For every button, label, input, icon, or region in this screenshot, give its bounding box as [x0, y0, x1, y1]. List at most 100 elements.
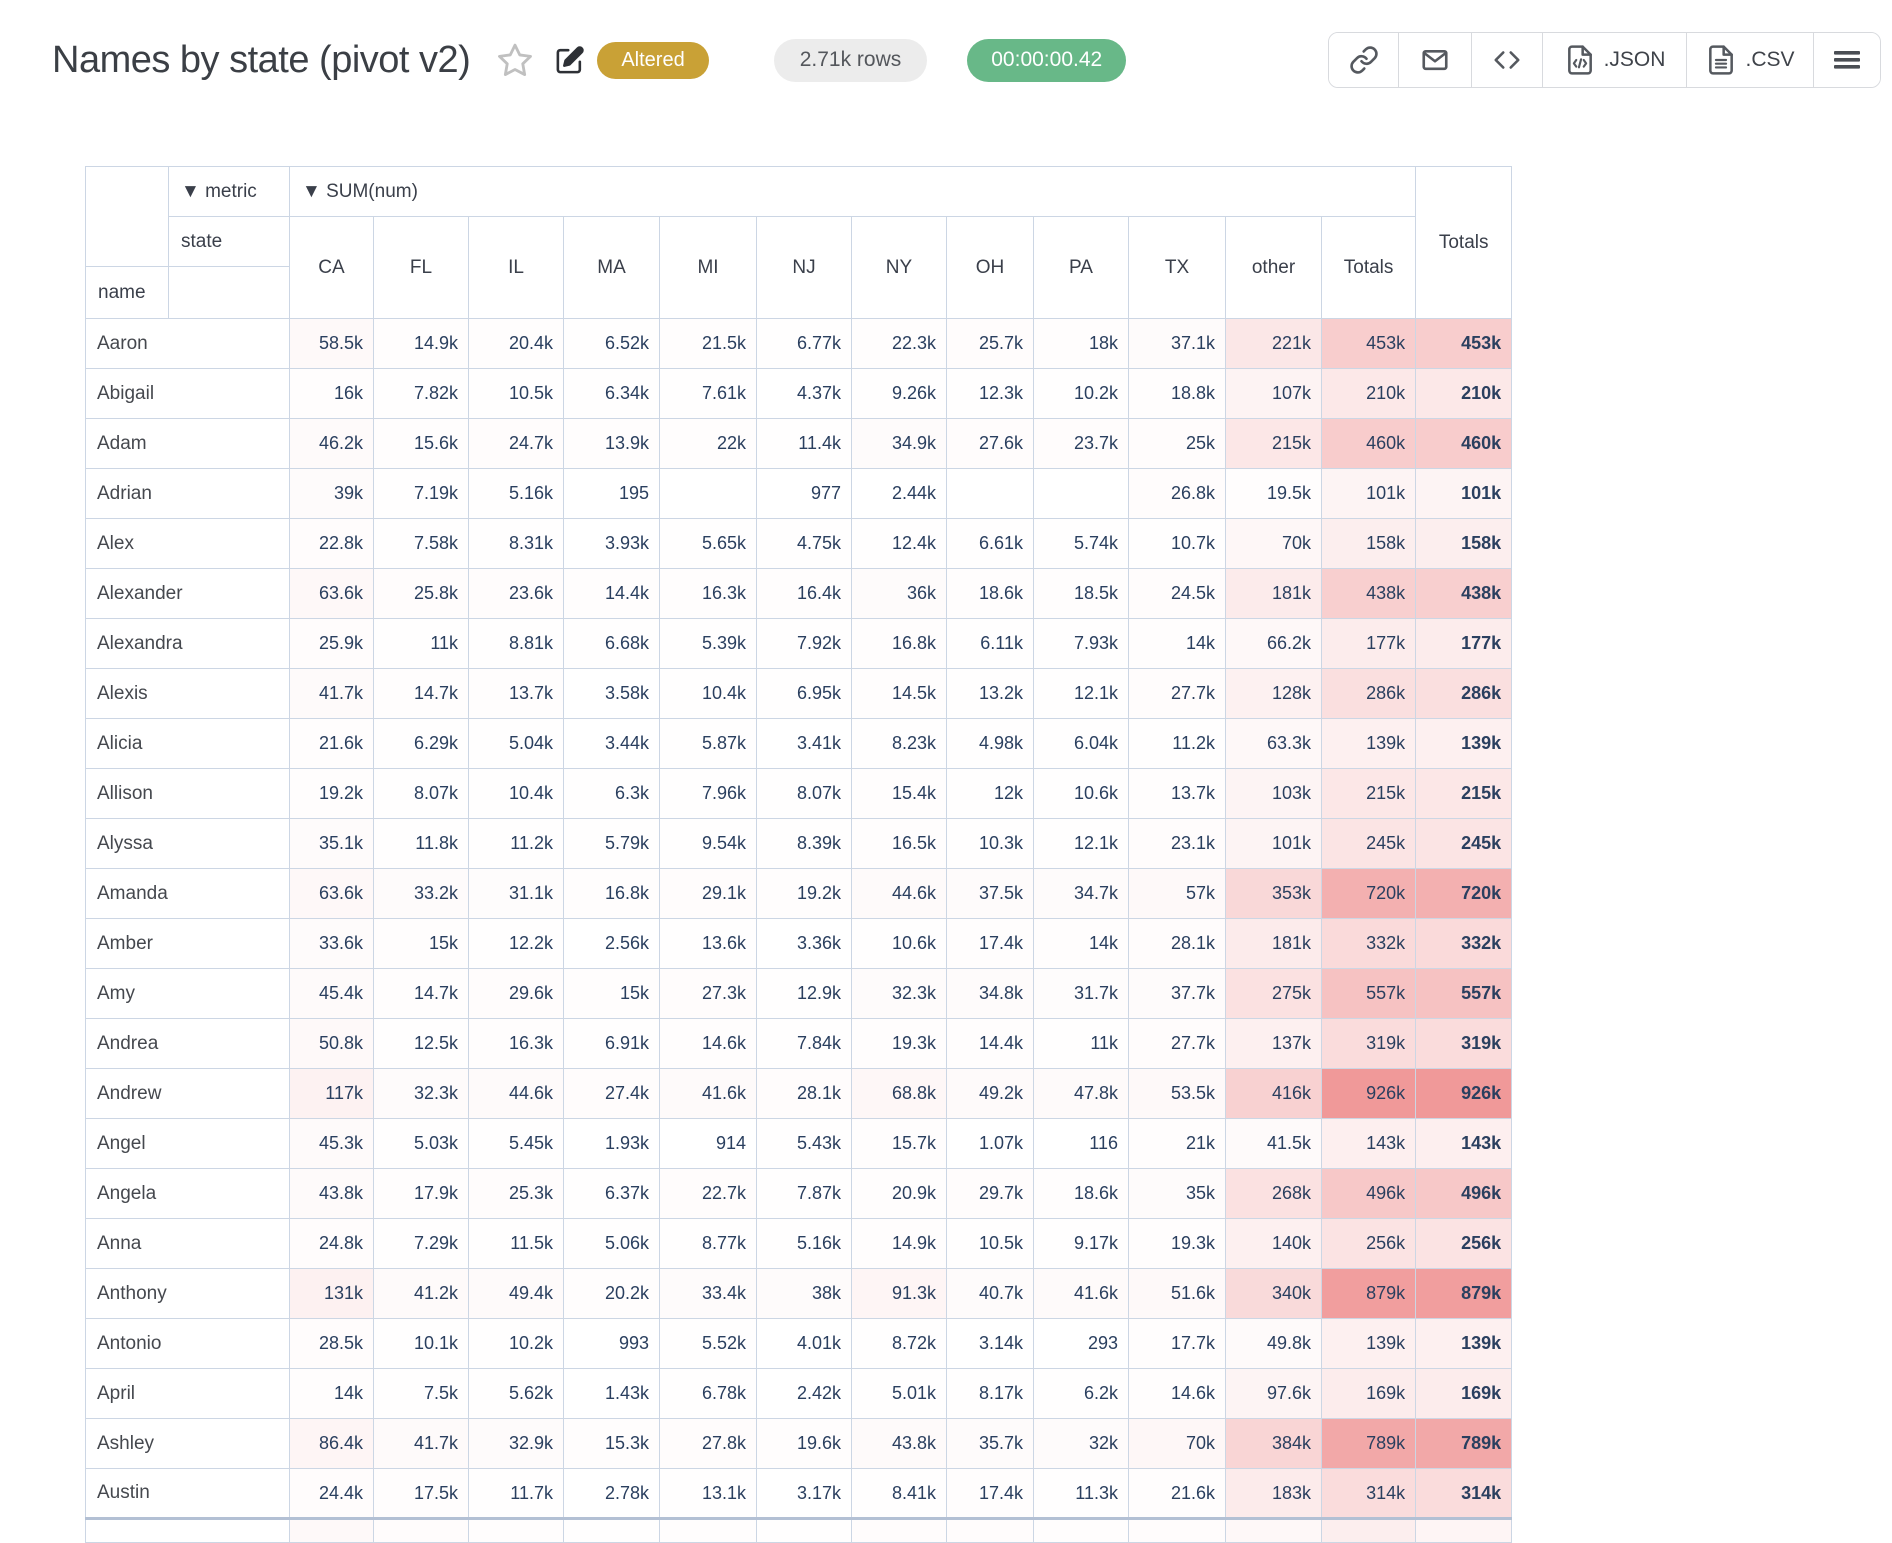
- pivot-cell: 51.6k: [1128, 1268, 1226, 1319]
- pivot-cell: 6.77k: [756, 318, 852, 369]
- pivot-cell: [468, 1518, 564, 1543]
- pivot-cell: 993: [563, 1318, 660, 1369]
- page-title: Names by state (pivot v2): [52, 38, 471, 81]
- pivot-cell: 45.3k: [289, 1118, 374, 1169]
- more-options-button[interactable]: [1814, 33, 1880, 87]
- pivot-cell: 1.43k: [563, 1368, 660, 1419]
- pivot-cell: 460k: [1320, 418, 1417, 469]
- pivot-cell: 3.93k: [563, 518, 660, 569]
- edit-icon[interactable]: [554, 45, 585, 76]
- pivot-cell: 11.2k: [468, 818, 564, 869]
- pivot-cell: 12.2k: [468, 918, 564, 969]
- pivot-table: ▼ metric ▼ SUM(num) Totals state CA FL IL M…: [85, 166, 1513, 1543]
- pivot-cell: [946, 1518, 1034, 1543]
- table-row: Amanda 63.6k 33.2k 31.1k 16.8k 29.1k 19.2k 44.6…: [85, 868, 1513, 919]
- pivot-cell: 13.7k: [468, 668, 564, 719]
- pivot-cell: 5.03k: [373, 1118, 469, 1169]
- pivot-cell: 24.8k: [289, 1218, 374, 1269]
- pivot-cell: [1033, 468, 1129, 519]
- pivot-cell: 14k: [289, 1368, 374, 1419]
- star-icon[interactable]: [496, 41, 534, 79]
- row-label: [85, 1518, 290, 1543]
- pivot-cell: 41.7k: [289, 668, 374, 719]
- row-label: Antonio: [85, 1318, 290, 1369]
- topbar: Names by state (pivot v2) Altered 2.71k …: [0, 0, 1892, 120]
- pivot-cell: 36k: [851, 568, 947, 619]
- pivot-cell: 14.6k: [1128, 1368, 1226, 1419]
- row-total-cell: 210k: [1415, 368, 1513, 419]
- blank-corner-cell: [85, 166, 169, 267]
- pivot-cell: 29.7k: [946, 1168, 1034, 1219]
- export-json-button[interactable]: .JSON: [1543, 33, 1687, 87]
- row-total-cell: 332k: [1415, 918, 1513, 969]
- pivot-cell: 9.26k: [851, 368, 947, 419]
- pivot-cell: 879k: [1320, 1268, 1417, 1319]
- email-button[interactable]: [1399, 33, 1472, 87]
- pivot-cell: 6.29k: [373, 718, 469, 769]
- pivot-cell: 24.5k: [1128, 568, 1226, 619]
- pivot-cell: 14.7k: [373, 668, 469, 719]
- pivot-cell: 63.6k: [289, 568, 374, 619]
- table-row: Angel 45.3k 5.03k 5.45k 1.93k 914 5.43k 15.7k 1.…: [85, 1118, 1513, 1169]
- header-row-state: state CA FL IL MA MI NJ NY OH PA TX other Totals: [86, 216, 1512, 319]
- totals-outer-header: Totals: [1415, 166, 1513, 319]
- pivot-cell: 15.4k: [851, 768, 947, 819]
- table-row: Ashley 86.4k 41.7k 32.9k 15.3k 27.8k 19.6k 43.8…: [85, 1418, 1513, 1469]
- pivot-cell: 12k: [946, 768, 1034, 819]
- row-total-cell: 879k: [1415, 1268, 1513, 1319]
- state-axis-label: state: [168, 216, 290, 267]
- pivot-cell: 41.5k: [1225, 1118, 1322, 1169]
- pivot-cell: 17.7k: [1128, 1318, 1226, 1369]
- table-row: Allison 19.2k 8.07k 10.4k 6.3k 7.96k 8.07k 15.4…: [85, 768, 1513, 819]
- col-header-ca: CA: [289, 216, 374, 319]
- pivot-cell: 17.4k: [946, 1468, 1034, 1520]
- blank-under-state-cell: [168, 266, 290, 319]
- table-row: Anthony 131k 41.2k 49.4k 20.2k 33.4k 38k 91.3k 4…: [85, 1268, 1513, 1319]
- pivot-cell: 789k: [1320, 1418, 1417, 1469]
- pivot-cell: 22.7k: [659, 1168, 757, 1219]
- pivot-cell: 384k: [1225, 1418, 1322, 1469]
- pivot-cell: 131k: [289, 1268, 374, 1319]
- pivot-cell: 6.61k: [946, 518, 1034, 569]
- pivot-cell: 2.78k: [563, 1468, 660, 1520]
- row-total-cell: 926k: [1415, 1068, 1513, 1119]
- pivot-cell: 10.5k: [468, 368, 564, 419]
- share-link-button[interactable]: [1329, 33, 1399, 87]
- pivot-cell: 49.2k: [946, 1068, 1034, 1119]
- table-row: Aaron 58.5k 14.9k 20.4k 6.52k 21.5k 6.77k 22.3k…: [85, 318, 1513, 369]
- export-csv-button[interactable]: .CSV: [1687, 33, 1814, 87]
- pivot-cell: 18.5k: [1033, 568, 1129, 619]
- pivot-cell: 1.07k: [946, 1118, 1034, 1169]
- pivot-cell: 68.8k: [851, 1068, 947, 1119]
- embed-code-button[interactable]: [1472, 33, 1543, 87]
- code-icon: [1492, 45, 1522, 75]
- row-label: Angel: [85, 1118, 290, 1169]
- pivot-cell: 25.8k: [373, 568, 469, 619]
- pivot-cell: 35.7k: [946, 1418, 1034, 1469]
- sum-aggregator-dropdown[interactable]: ▼ SUM(num): [288, 166, 1417, 217]
- pivot-cell: 49.8k: [1225, 1318, 1322, 1369]
- pivot-cell: 6.95k: [756, 668, 852, 719]
- pivot-cell: 10.1k: [373, 1318, 469, 1369]
- table-row: Amber 33.6k 15k 12.2k 2.56k 13.6k 3.36k 10.6k 17…: [85, 918, 1513, 969]
- pivot-cell: 12.4k: [851, 518, 947, 569]
- pivot-cell: 12.5k: [373, 1018, 469, 1069]
- pivot-cell: 40.7k: [946, 1268, 1034, 1319]
- pivot-cell: 53.5k: [1128, 1068, 1226, 1119]
- pivot-cell: 7.82k: [373, 368, 469, 419]
- row-label: April: [85, 1368, 290, 1419]
- pivot-cell: 9.54k: [659, 818, 757, 869]
- pivot-cell: 20.2k: [563, 1268, 660, 1319]
- pivot-cell: 13.1k: [659, 1468, 757, 1520]
- row-total-cell: 319k: [1415, 1018, 1513, 1069]
- pivot-cell: 293: [1033, 1318, 1129, 1369]
- pivot-cell: 107k: [1225, 368, 1322, 419]
- pivot-table-container: ▼ metric ▼ SUM(num) Totals state CA FL IL M…: [85, 166, 1892, 1543]
- pivot-cell: 7.58k: [373, 518, 469, 569]
- pivot-cell: 5.45k: [468, 1118, 564, 1169]
- pivot-cell: 103k: [1225, 768, 1322, 819]
- pivot-cell: 4.98k: [946, 718, 1034, 769]
- metric-axis-dropdown[interactable]: ▼ metric: [168, 166, 290, 217]
- pivot-cell: 2.42k: [756, 1368, 852, 1419]
- pivot-cell: 23.1k: [1128, 818, 1226, 869]
